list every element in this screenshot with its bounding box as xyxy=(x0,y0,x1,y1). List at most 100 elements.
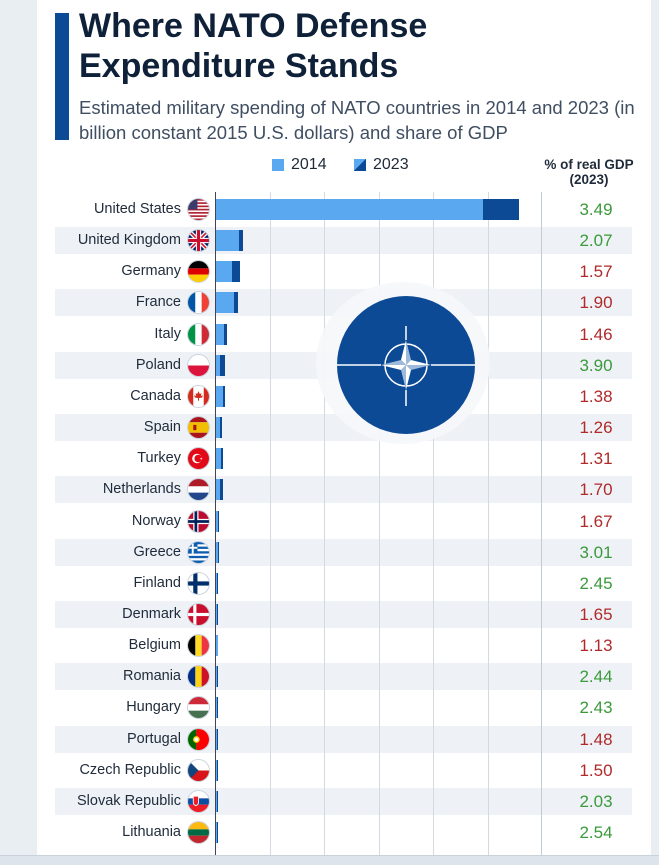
country-row-united-states: United States 3.49 xyxy=(55,196,632,223)
flag-turkey-icon xyxy=(188,448,209,470)
bar-2014-italy xyxy=(216,323,224,345)
category-label: Poland xyxy=(135,356,181,373)
flag-france-icon xyxy=(188,292,209,314)
country-row-czech-republic: Czech Republic 1.50 xyxy=(55,757,632,784)
flag-belgium-icon xyxy=(188,635,209,657)
country-row-united-kingdom: United Kingdom 2.07 xyxy=(55,227,632,255)
gdp-column-divider xyxy=(541,192,542,864)
gdp-share-value: 1.65 xyxy=(579,604,613,624)
country-row-norway: Norway 1.67 xyxy=(55,508,632,535)
bar-2023-slovak-republic xyxy=(216,790,218,812)
bar-2023-hungary xyxy=(216,697,218,719)
category-label: Lithuania xyxy=(122,824,181,840)
chart-card: Where NATO Defense Expenditure Stands Es… xyxy=(37,0,651,864)
country-row-canada: Canada 1.38 xyxy=(55,383,632,410)
category-label: Portugal xyxy=(126,730,181,747)
bar-2014-spain xyxy=(216,417,221,439)
x-axis-baseline xyxy=(215,192,216,864)
category-label: Spain xyxy=(143,419,181,436)
gdp-share-value: 1.67 xyxy=(579,511,613,531)
gdp-share-value: 1.13 xyxy=(579,636,613,656)
category-label: Denmark xyxy=(122,605,181,622)
country-row-belgium: Belgium 1.13 xyxy=(55,632,632,659)
flag-spain-icon xyxy=(188,417,209,439)
category-label: Czech Republic xyxy=(79,761,181,778)
flag-united-states-icon xyxy=(188,199,209,220)
gridline xyxy=(378,192,380,864)
bar-2014-netherlands xyxy=(216,479,221,501)
nato-logo xyxy=(337,296,475,434)
country-row-hungary: Hungary 2.43 xyxy=(55,694,632,721)
legend-label-2014: 2014 xyxy=(291,156,327,173)
category-label: Germany xyxy=(121,263,181,280)
gdp-share-value: 1.48 xyxy=(579,729,613,749)
category-label: France xyxy=(135,294,181,311)
category-label: Norway xyxy=(131,512,181,529)
category-label: Italy xyxy=(154,325,181,342)
gdp-share-value: 1.57 xyxy=(579,262,613,282)
bar-2014-portugal xyxy=(216,728,218,750)
country-row-germany: Germany 1.57 xyxy=(55,258,632,285)
category-label: United Kingdom xyxy=(77,232,181,249)
country-row-greece: Greece 3.01 xyxy=(55,538,632,566)
bar-2014-slovak-republic xyxy=(216,790,217,812)
category-label: Netherlands xyxy=(102,481,181,498)
country-row-turkey: Turkey 1.31 xyxy=(55,445,632,472)
flag-portugal-icon xyxy=(188,728,209,750)
bar-2014-belgium xyxy=(216,635,218,657)
bar-2014-denmark xyxy=(216,603,218,625)
flag-greece-icon xyxy=(188,541,209,563)
category-label: Canada xyxy=(130,387,181,404)
gridline xyxy=(487,192,489,864)
category-label: Hungary xyxy=(126,699,181,716)
flag-romania-icon xyxy=(188,666,209,688)
bar-2014-turkey xyxy=(216,448,222,470)
gdp-column-header: % of real GDP (2023) xyxy=(544,157,634,187)
flag-czech-republic-icon xyxy=(188,759,209,781)
country-row-netherlands: Netherlands 1.70 xyxy=(55,476,632,504)
flag-hungary-icon xyxy=(188,697,209,719)
bar-2014-hungary xyxy=(216,697,217,719)
category-label: Belgium xyxy=(128,637,181,654)
bar-2014-united-states xyxy=(216,199,483,220)
bar-2014-norway xyxy=(216,510,219,532)
flag-united-kingdom-icon xyxy=(188,230,209,252)
gridline xyxy=(433,192,434,864)
flag-norway-icon xyxy=(188,510,209,532)
gdp-share-value: 2.54 xyxy=(579,823,613,842)
bar-2014-united-kingdom xyxy=(216,230,240,252)
flag-germany-icon xyxy=(188,261,209,283)
gdp-share-value: 2.03 xyxy=(579,791,613,811)
category-label: Greece xyxy=(133,543,181,560)
bar-2014-france xyxy=(216,292,235,314)
legend-label-2023: 2023 xyxy=(373,156,409,173)
page-bottom-scroll-strip xyxy=(0,855,659,865)
chart-title: Where NATO Defense Expenditure Stands xyxy=(79,7,428,85)
country-row-slovak-republic: Slovak Republic 2.03 xyxy=(55,787,632,815)
gdp-share-value: 1.70 xyxy=(579,480,613,500)
bar-2014-czech-republic xyxy=(216,759,217,781)
gdp-share-value: 1.46 xyxy=(579,324,613,344)
gdp-share-value: 3.01 xyxy=(579,542,613,562)
gdp-share-value: 1.26 xyxy=(579,418,613,438)
title-accent-bar xyxy=(55,13,69,140)
bar-2014-romania xyxy=(216,666,217,688)
bar-2014-finland xyxy=(216,572,218,594)
flag-denmark-icon xyxy=(188,603,209,625)
gdp-share-value: 2.07 xyxy=(579,231,613,251)
gdp-share-value: 1.90 xyxy=(579,293,613,313)
bar-2023-czech-republic xyxy=(216,759,218,781)
gdp-share-value: 1.38 xyxy=(579,386,613,406)
country-row-denmark: Denmark 1.65 xyxy=(55,600,632,628)
bar-2014-poland xyxy=(216,354,221,376)
bar-2023-lithuania xyxy=(216,822,218,843)
bar-2014-germany xyxy=(216,261,233,283)
gdp-share-value: 2.45 xyxy=(579,573,613,593)
gdp-share-value: 1.31 xyxy=(579,449,613,469)
country-row-finland: Finland 2.45 xyxy=(55,570,632,597)
bar-2023-romania xyxy=(216,666,219,688)
country-row-lithuania: Lithuania 2.54 xyxy=(55,819,632,846)
legend-swatch-2023 xyxy=(354,159,366,171)
flag-poland-icon xyxy=(188,354,209,376)
legend-item-2014: 2014 xyxy=(272,156,327,174)
